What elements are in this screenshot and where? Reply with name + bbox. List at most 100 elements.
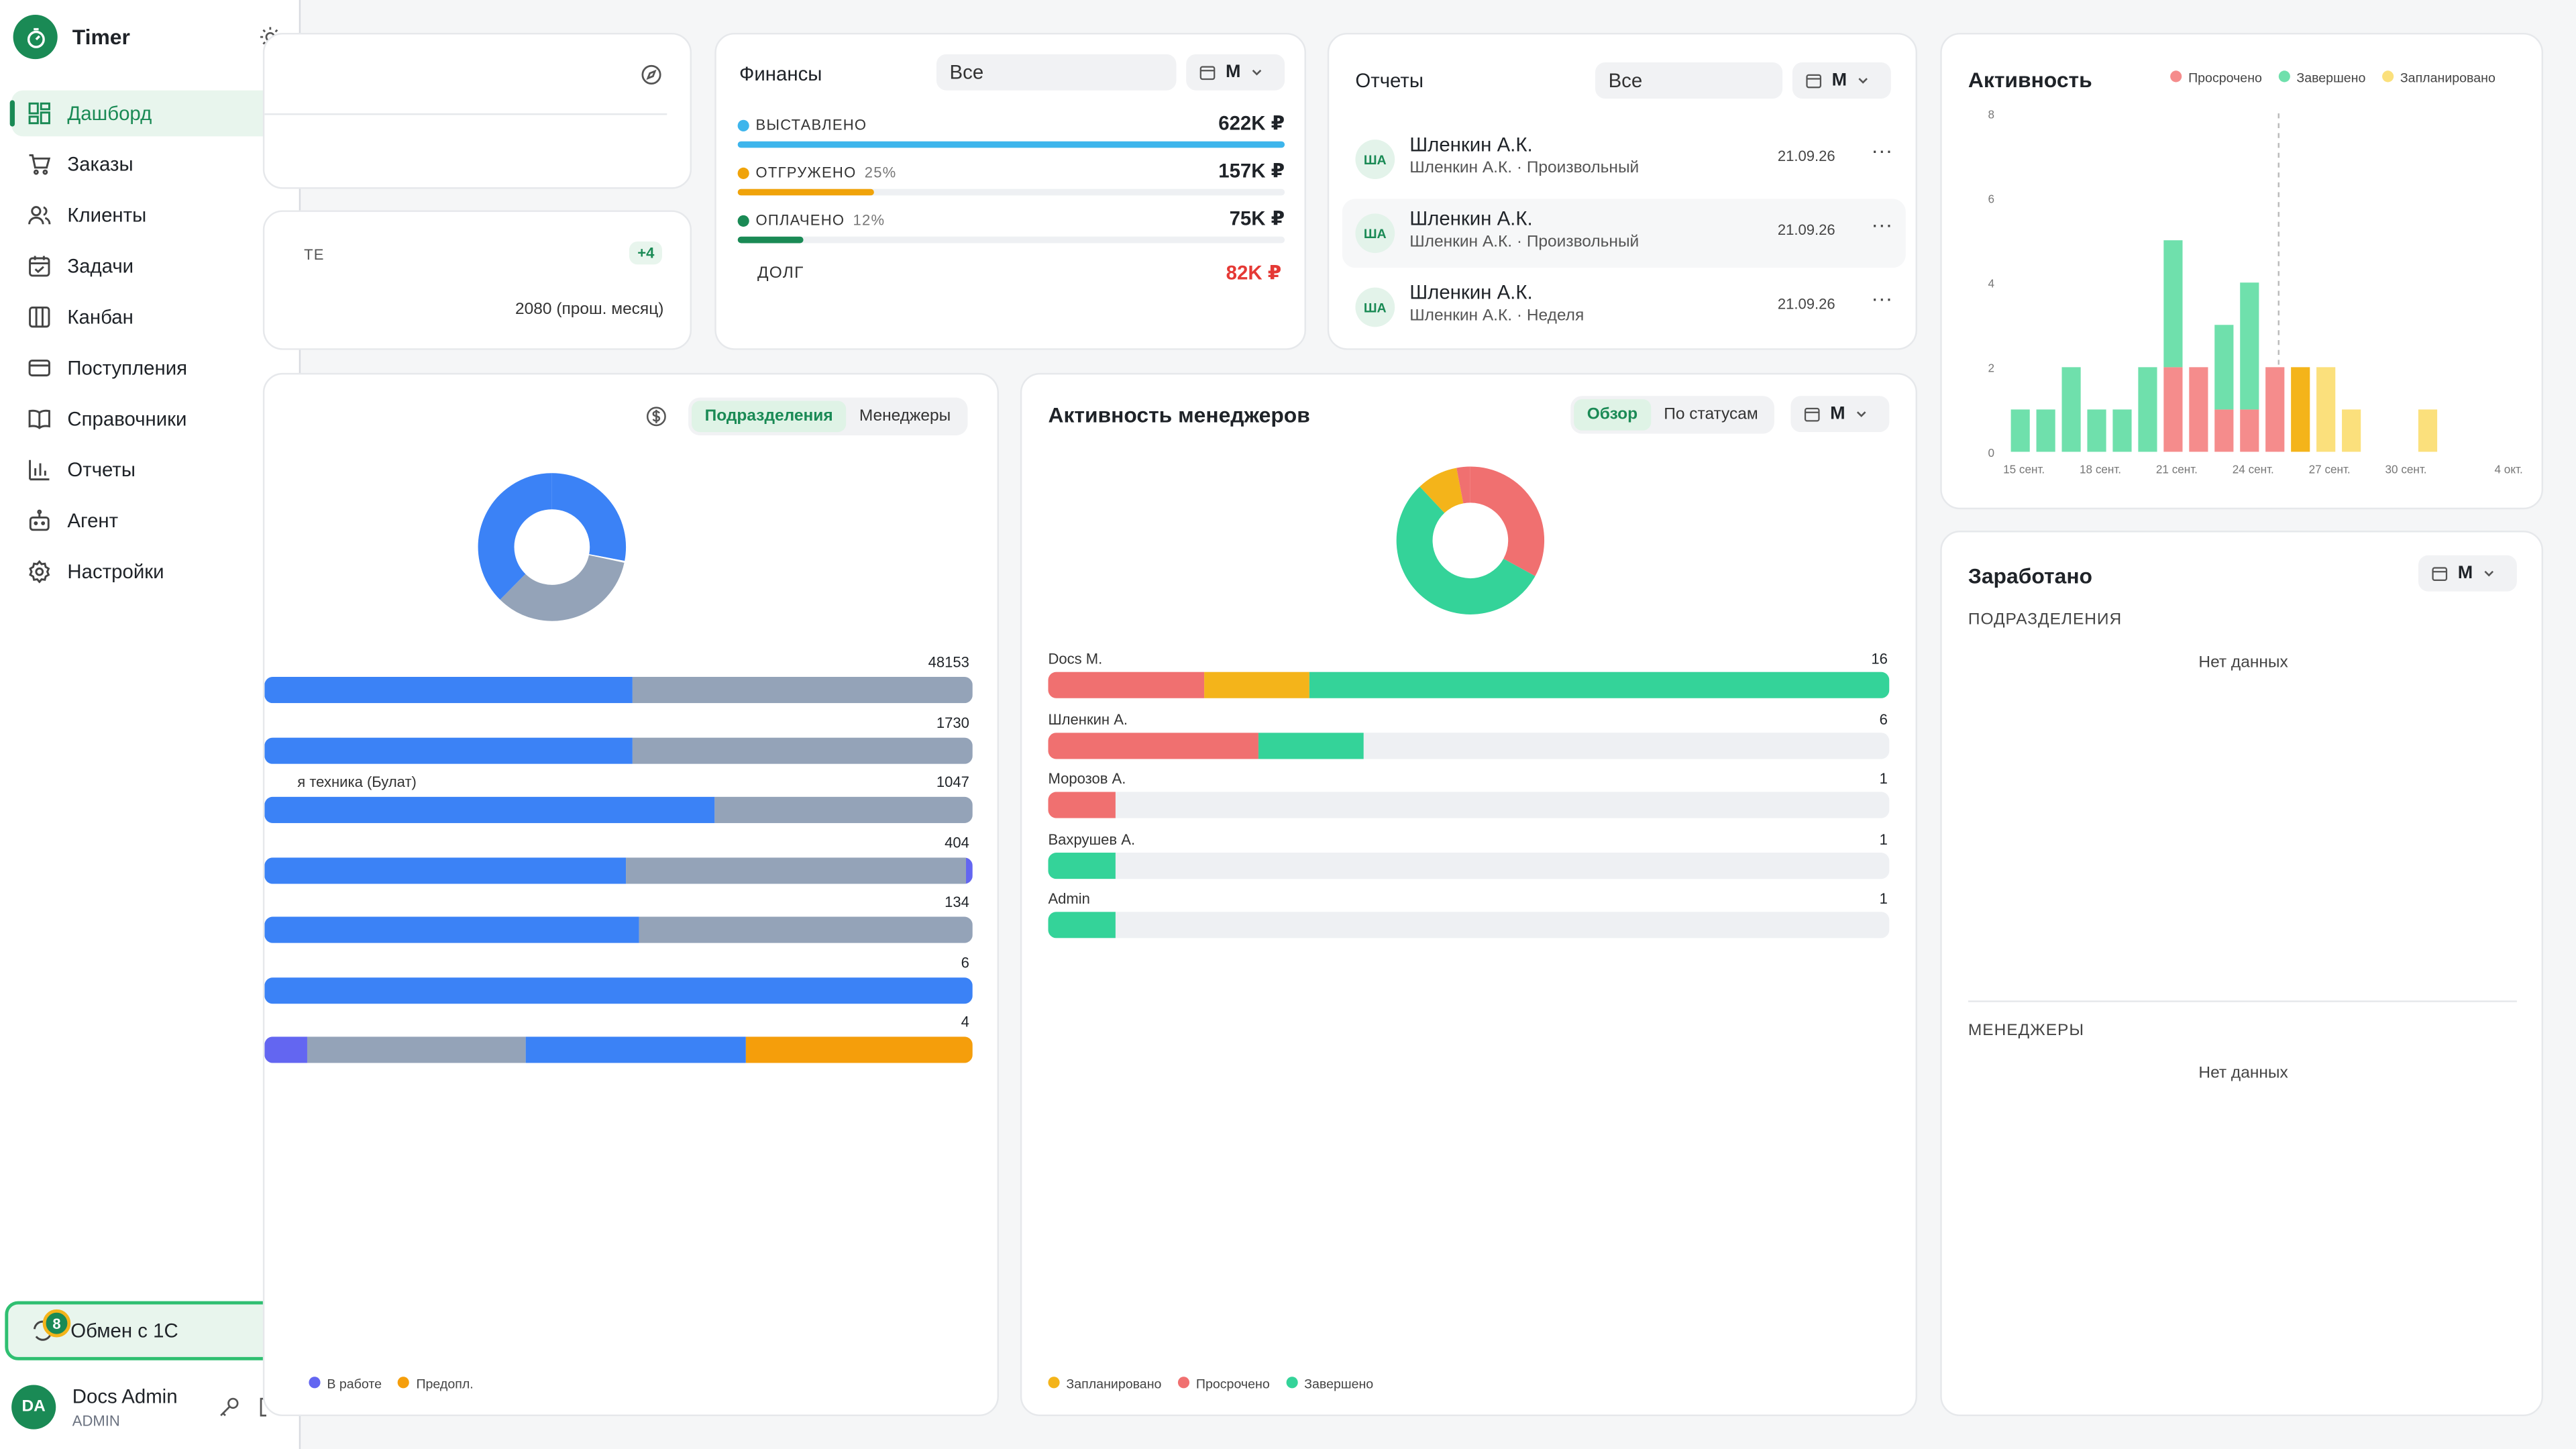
finance-filter-value: Все bbox=[949, 60, 984, 84]
legend-item-planned: Запланировано bbox=[2381, 70, 2496, 85]
columns-icon bbox=[28, 306, 51, 329]
dept-row-value: 48153 bbox=[928, 653, 969, 671]
bar-planned bbox=[2316, 367, 2336, 452]
sidebar-item-directories[interactable]: Справочники bbox=[11, 396, 289, 442]
key-button[interactable] bbox=[219, 1397, 240, 1418]
report-sub: Шленкин А.К. · Произвольный bbox=[1409, 233, 1640, 252]
reports-filter-input[interactable]: Все bbox=[1595, 62, 1783, 99]
donut-slice-overdue bbox=[1456, 466, 1471, 504]
debt-value: 82K ₽ bbox=[1226, 261, 1282, 284]
dept-bar-segment bbox=[639, 916, 973, 943]
bot-icon bbox=[28, 509, 51, 532]
dept-row-value: 134 bbox=[945, 894, 969, 910]
report-avatar: ША bbox=[1355, 287, 1395, 327]
manager-bar-segment bbox=[1309, 672, 1890, 698]
finance-row-label: ОПЛАЧЕНО 12% bbox=[755, 211, 885, 229]
finance-row: ОПЛАЧЕНО 12% 75K ₽ bbox=[737, 207, 1285, 252]
finance-progress bbox=[737, 236, 1285, 244]
sidebar-item-tasks[interactable]: Задачи bbox=[11, 243, 289, 289]
sidebar-item-settings[interactable]: Настройки bbox=[11, 549, 289, 595]
report-avatar: ША bbox=[1355, 140, 1395, 179]
manager-bar-segment bbox=[1048, 792, 1116, 818]
x-tick-label: 4 окт. bbox=[2495, 462, 2523, 476]
cart-icon bbox=[28, 153, 51, 176]
sidebar-item-reports[interactable]: Отчеты bbox=[11, 447, 289, 493]
reports-filter-value: Все bbox=[1608, 68, 1643, 93]
dept-row-value: 4 bbox=[961, 1014, 969, 1030]
dept-row-bar bbox=[264, 737, 973, 763]
activity-title: Активность bbox=[1968, 67, 2092, 93]
finance-row-value: 75K ₽ bbox=[1229, 207, 1285, 230]
bar-done bbox=[2240, 282, 2259, 410]
manager-row-label: Морозов А. bbox=[1048, 770, 1126, 788]
finance-row-value: 157K ₽ bbox=[1218, 159, 1285, 182]
dept-bar-segment bbox=[264, 796, 714, 823]
finance-dot bbox=[737, 119, 749, 131]
sidebar-item-kanban[interactable]: Канбан bbox=[11, 294, 289, 340]
dept-row-value: 1047 bbox=[936, 773, 969, 790]
dept-row-value: 404 bbox=[945, 833, 969, 851]
legend-item-planned: Запланировано bbox=[1048, 1377, 1161, 1391]
manager-bar-segment bbox=[1258, 732, 1364, 759]
currency-button[interactable] bbox=[645, 406, 667, 427]
report-item[interactable]: ША Шленкин А.К. Шленкин А.К. · Произвольны… bbox=[1342, 125, 1906, 194]
departments-tabs: Подразделения Менеджеры bbox=[688, 397, 967, 435]
sidebar-item-dashboard[interactable]: Дашборд bbox=[9, 90, 290, 137]
manager-row-bar bbox=[1048, 672, 1890, 698]
tab-departments[interactable]: Подразделения bbox=[692, 400, 847, 433]
report-date: 21.09.26 bbox=[1777, 295, 1835, 313]
calendar-icon bbox=[2432, 567, 2448, 582]
tab-by-status[interactable]: По статусам bbox=[1664, 405, 1758, 424]
calendar-icon bbox=[1199, 66, 1216, 80]
finance-title: Финансы bbox=[739, 62, 822, 86]
finance-period-select[interactable]: М bbox=[1186, 54, 1285, 91]
sidebar-item-label: Заказы bbox=[67, 152, 133, 176]
bar-done bbox=[2061, 367, 2081, 452]
donut-slice-planned bbox=[1419, 468, 1464, 514]
managers-donut bbox=[1396, 466, 1544, 614]
sidebar-item-agent[interactable]: Агент bbox=[11, 498, 289, 544]
dept-bar-segment bbox=[714, 796, 973, 823]
dept-bar-segment bbox=[625, 857, 966, 883]
managers-period-select[interactable]: М bbox=[1790, 396, 1890, 433]
bar-done bbox=[2010, 409, 2030, 452]
sidebar-item-orders[interactable]: Заказы bbox=[11, 142, 289, 188]
calendar-check-icon bbox=[28, 255, 51, 278]
partial-card-top bbox=[262, 32, 692, 189]
finance-row-pct: 25% bbox=[864, 164, 897, 181]
y-tick-label: 0 bbox=[1988, 446, 1995, 460]
sidebar-item-receipts[interactable]: Поступления bbox=[11, 345, 289, 391]
more-icon[interactable]: ··· bbox=[1871, 286, 1893, 311]
more-icon[interactable]: ··· bbox=[1871, 138, 1893, 163]
earned-period-select[interactable]: М bbox=[2418, 555, 2517, 592]
sidebar-item-label: Отчеты bbox=[67, 458, 136, 482]
sidebar-item-clients[interactable]: Клиенты bbox=[11, 193, 289, 239]
report-item[interactable]: ША Шленкин А.К. Шленкин А.К. · Неделя 21.09… bbox=[1342, 273, 1906, 342]
dept-row-bar bbox=[264, 916, 973, 943]
tab-managers[interactable]: Менеджеры bbox=[859, 407, 951, 426]
more-icon[interactable]: ··· bbox=[1871, 211, 1893, 237]
finance-filter-input[interactable]: Все bbox=[936, 54, 1177, 91]
sidebar-item-label: Задачи bbox=[67, 254, 134, 278]
dept-bar-segment bbox=[307, 1036, 527, 1063]
calendar-icon bbox=[1806, 74, 1822, 89]
key-icon bbox=[220, 1397, 239, 1417]
finance-row: ВЫСТАВЛЕНО 622K ₽ bbox=[737, 112, 1285, 156]
dept-row-bar bbox=[264, 1036, 973, 1063]
report-item[interactable]: ША Шленкин А.К. Шленкин А.К. · Произвольны… bbox=[1342, 199, 1906, 268]
legend-item-done: Завершено bbox=[1286, 1377, 1373, 1391]
reports-period-select[interactable]: М bbox=[1792, 62, 1891, 99]
manager-bar-segment bbox=[1203, 672, 1309, 698]
dept-row-bar bbox=[264, 857, 973, 883]
bar-done bbox=[2036, 409, 2055, 452]
y-tick-label: 6 bbox=[1988, 192, 1995, 205]
period-value: М bbox=[2457, 564, 2473, 584]
report-sub: Шленкин А.К. · Произвольный bbox=[1409, 159, 1640, 178]
report-name: Шленкин А.К. bbox=[1409, 280, 1533, 305]
exchange-1c-button[interactable]: Обмен с 1С 8 bbox=[5, 1301, 294, 1360]
bar-planned bbox=[2291, 367, 2310, 452]
bar-overdue bbox=[2265, 367, 2285, 452]
compass-icon[interactable] bbox=[641, 64, 662, 86]
tab-overview[interactable]: Обзор bbox=[1574, 399, 1651, 431]
previous-month-value: 2080 (прош. месяц) bbox=[515, 301, 664, 319]
